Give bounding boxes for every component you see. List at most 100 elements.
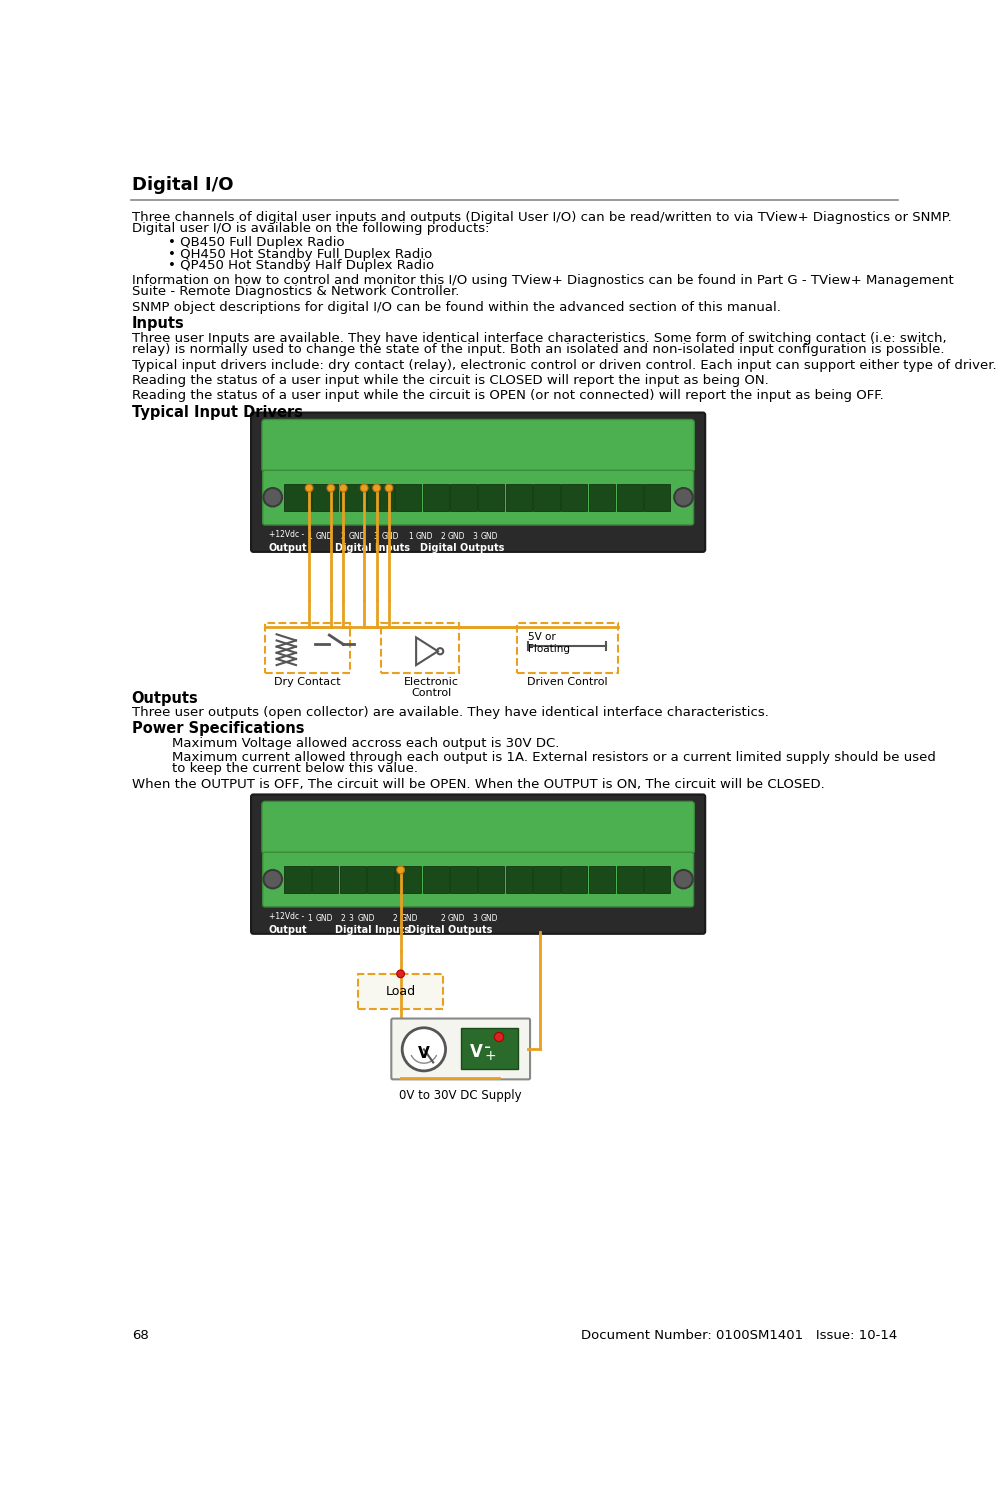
- FancyBboxPatch shape: [358, 974, 442, 1008]
- Text: Digital Outputs: Digital Outputs: [419, 543, 504, 554]
- Text: 2: 2: [439, 532, 444, 542]
- Circle shape: [674, 488, 692, 507]
- Text: Digital user I/O is available on the following products:: Digital user I/O is available on the fol…: [131, 222, 488, 236]
- Text: Information on how to control and monitor this I/O using TView+ Diagnostics can : Information on how to control and monito…: [131, 274, 953, 286]
- Text: Inputs: Inputs: [131, 316, 185, 332]
- Text: 68: 68: [131, 1329, 148, 1342]
- Circle shape: [263, 870, 282, 888]
- Text: Driven Control: Driven Control: [527, 676, 607, 687]
- Text: GND: GND: [358, 914, 375, 922]
- FancyBboxPatch shape: [262, 420, 694, 472]
- Bar: [450, 484, 476, 512]
- Circle shape: [402, 1028, 445, 1071]
- Text: Maximum current allowed through each output is 1A. External resistors or a curre: Maximum current allowed through each out…: [172, 750, 935, 764]
- Text: • QP450 Hot Standby Half Duplex Radio: • QP450 Hot Standby Half Duplex Radio: [168, 260, 434, 273]
- Text: 3: 3: [348, 914, 353, 922]
- Circle shape: [385, 484, 392, 492]
- Text: Electronic
Control: Electronic Control: [404, 676, 458, 699]
- Bar: [477, 484, 504, 512]
- Text: +12Vdc -: +12Vdc -: [269, 912, 304, 921]
- Bar: [422, 484, 448, 512]
- Circle shape: [263, 488, 282, 507]
- Text: 3: 3: [472, 532, 477, 542]
- Bar: [395, 865, 421, 892]
- Text: -: -: [483, 1038, 490, 1056]
- Circle shape: [674, 870, 692, 888]
- Text: Output: Output: [269, 926, 307, 936]
- Bar: [367, 484, 393, 512]
- Bar: [477, 865, 504, 892]
- Bar: [588, 484, 615, 512]
- Text: 2: 2: [341, 914, 345, 922]
- Circle shape: [396, 970, 404, 978]
- Text: When the OUTPUT is OFF, The circuit will be OPEN. When the OUTPUT is ON, The cir: When the OUTPUT is OFF, The circuit will…: [131, 777, 823, 790]
- Text: Typical Input Drivers: Typical Input Drivers: [131, 405, 302, 420]
- FancyBboxPatch shape: [251, 413, 704, 552]
- FancyBboxPatch shape: [251, 795, 704, 934]
- Bar: [422, 865, 448, 892]
- Circle shape: [327, 484, 334, 492]
- Bar: [339, 484, 365, 512]
- Bar: [284, 865, 310, 892]
- Text: 2: 2: [341, 532, 345, 542]
- Text: GND: GND: [480, 532, 497, 542]
- Text: Digital Outputs: Digital Outputs: [408, 926, 492, 936]
- Text: +12Vdc -: +12Vdc -: [269, 531, 304, 540]
- FancyBboxPatch shape: [262, 801, 694, 853]
- Text: GND: GND: [315, 914, 333, 922]
- Bar: [616, 484, 642, 512]
- Text: GND: GND: [447, 914, 465, 922]
- Bar: [506, 484, 532, 512]
- Text: GND: GND: [415, 532, 433, 542]
- FancyBboxPatch shape: [460, 1028, 518, 1069]
- Text: Outputs: Outputs: [131, 690, 199, 705]
- Bar: [533, 484, 559, 512]
- Text: GND: GND: [381, 532, 398, 542]
- Text: SNMP object descriptions for digital I/O can be found within the advanced sectio: SNMP object descriptions for digital I/O…: [131, 302, 779, 313]
- Text: Reading the status of a user input while the circuit is CLOSED will report the i: Reading the status of a user input while…: [131, 374, 767, 387]
- Text: Document Number: 0100SM1401   Issue: 10-14: Document Number: 0100SM1401 Issue: 10-14: [581, 1329, 897, 1342]
- Text: GND: GND: [480, 914, 497, 922]
- Text: Digital I/O: Digital I/O: [131, 176, 233, 194]
- FancyBboxPatch shape: [391, 1019, 530, 1080]
- Bar: [395, 484, 421, 512]
- Text: GND: GND: [348, 532, 366, 542]
- Text: relay) is normally used to change the state of the input. Both an isolated and n: relay) is normally used to change the st…: [131, 344, 943, 355]
- Text: 3: 3: [472, 914, 477, 922]
- Text: 3: 3: [373, 532, 378, 542]
- Text: Digital Inputs: Digital Inputs: [334, 926, 409, 936]
- Bar: [533, 865, 559, 892]
- Bar: [312, 484, 338, 512]
- Circle shape: [396, 865, 404, 874]
- Text: Three user Inputs are available. They have identical interface characteristics. : Three user Inputs are available. They ha…: [131, 332, 946, 345]
- Text: Load: Load: [385, 984, 415, 998]
- Text: to keep the current below this value.: to keep the current below this value.: [172, 762, 417, 776]
- Text: V: V: [470, 1042, 482, 1060]
- Text: Three user outputs (open collector) are available. They have identical interface: Three user outputs (open collector) are …: [131, 706, 768, 718]
- Text: Suite - Remote Diagnostics & Network Controller.: Suite - Remote Diagnostics & Network Con…: [131, 285, 458, 298]
- FancyBboxPatch shape: [263, 852, 693, 907]
- Text: 1: 1: [307, 914, 312, 922]
- Text: Three channels of digital user inputs and outputs (Digital User I/O) can be read: Three channels of digital user inputs an…: [131, 211, 951, 223]
- Text: GND: GND: [400, 914, 417, 922]
- Bar: [644, 865, 670, 892]
- Text: Dry Contact: Dry Contact: [274, 676, 341, 687]
- Text: 5V or
Floating: 5V or Floating: [528, 632, 570, 654]
- Bar: [450, 865, 476, 892]
- Text: 1: 1: [307, 532, 312, 542]
- Text: Maximum Voltage allowed accross each output is 30V DC.: Maximum Voltage allowed accross each out…: [172, 736, 559, 750]
- Text: • QH450 Hot Standby Full Duplex Radio: • QH450 Hot Standby Full Duplex Radio: [168, 248, 432, 261]
- Text: 1: 1: [408, 532, 412, 542]
- Text: • QB450 Full Duplex Radio: • QB450 Full Duplex Radio: [168, 236, 344, 249]
- Bar: [506, 865, 532, 892]
- Circle shape: [493, 1032, 504, 1041]
- Circle shape: [305, 484, 313, 492]
- Bar: [312, 865, 338, 892]
- Text: GND: GND: [447, 532, 465, 542]
- Text: 2: 2: [392, 914, 397, 922]
- Text: Output: Output: [269, 543, 307, 554]
- Text: Power Specifications: Power Specifications: [131, 722, 304, 736]
- Bar: [616, 865, 642, 892]
- Bar: [367, 865, 393, 892]
- Bar: [561, 865, 587, 892]
